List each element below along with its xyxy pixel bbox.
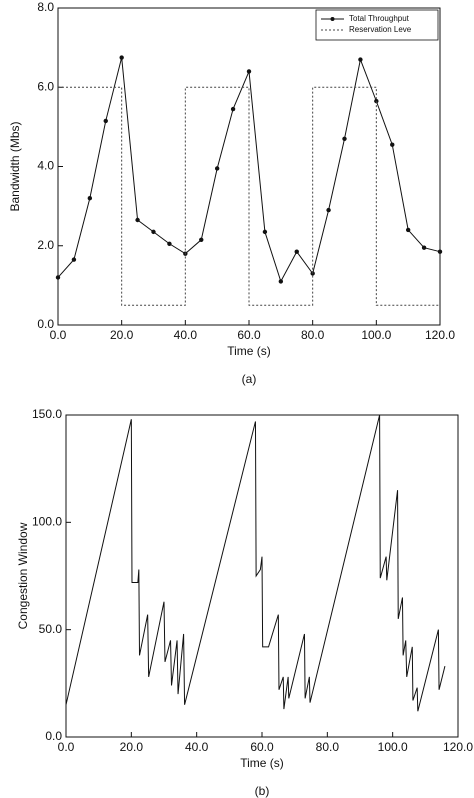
data-point xyxy=(199,237,204,243)
x-axis-label: Time (s) xyxy=(240,756,284,770)
data-point xyxy=(151,229,156,235)
y-tick-label: 2.0 xyxy=(37,238,54,252)
y-axis-label: Bandwidth (Mbs) xyxy=(8,121,22,211)
x-tick-label: 120.0 xyxy=(425,328,455,342)
x-axis-label: Time (s) xyxy=(227,344,271,358)
y-tick-label: 100.0 xyxy=(32,515,62,529)
data-point xyxy=(342,136,347,141)
data-point xyxy=(294,249,299,254)
data-point xyxy=(390,142,395,147)
data-point xyxy=(167,241,172,246)
series-line xyxy=(58,86,440,306)
data-point xyxy=(87,196,93,201)
data-point xyxy=(135,217,140,223)
y-tick-label: 4.0 xyxy=(37,159,54,173)
x-tick-label: 40.0 xyxy=(185,740,209,754)
y-tick-label: 150.0 xyxy=(32,407,62,421)
data-point xyxy=(55,275,61,280)
x-tick-label: 60.0 xyxy=(237,328,261,342)
x-tick-label: 100.0 xyxy=(378,740,408,754)
y-tick-label: 0.0 xyxy=(37,317,54,331)
legend-box xyxy=(315,9,439,41)
x-tick-label: 20.0 xyxy=(110,328,134,342)
y-tick-label: 50.0 xyxy=(39,622,63,636)
y-axis-label: Congestion Window xyxy=(16,522,30,629)
data-point xyxy=(214,166,220,171)
data-point xyxy=(437,249,443,254)
data-point xyxy=(358,57,363,62)
data-point xyxy=(119,55,124,60)
x-tick-label: 40.0 xyxy=(174,328,198,342)
x-tick-label: 100.0 xyxy=(361,328,391,342)
series-line xyxy=(65,414,446,712)
data-point xyxy=(71,257,77,262)
data-point xyxy=(262,229,268,235)
legend-text: Total Throughput xyxy=(349,14,410,23)
x-tick-label: 80.0 xyxy=(316,740,340,754)
data-point xyxy=(230,106,236,112)
y-tick-label: 0.0 xyxy=(45,729,62,743)
y-tick-label: 6.0 xyxy=(37,79,54,93)
legend-text: Reservation Leve xyxy=(349,25,412,34)
y-tick-label: 8.0 xyxy=(37,0,54,14)
data-point xyxy=(405,227,411,233)
legend-marker xyxy=(330,17,335,21)
data-point xyxy=(246,69,252,74)
x-tick-label: 0.0 xyxy=(58,740,75,754)
data-point xyxy=(421,245,427,250)
x-tick-label: 60.0 xyxy=(250,740,274,754)
data-point xyxy=(326,207,331,213)
data-point xyxy=(374,98,379,104)
x-tick-label: 80.0 xyxy=(301,328,325,342)
x-tick-label: 0.0 xyxy=(50,328,67,342)
x-tick-label: 20.0 xyxy=(120,740,144,754)
caption: (b) xyxy=(255,784,270,798)
caption: (a) xyxy=(242,372,257,386)
data-point xyxy=(278,279,284,284)
data-point xyxy=(103,118,108,124)
x-tick-label: 120.0 xyxy=(443,740,473,754)
